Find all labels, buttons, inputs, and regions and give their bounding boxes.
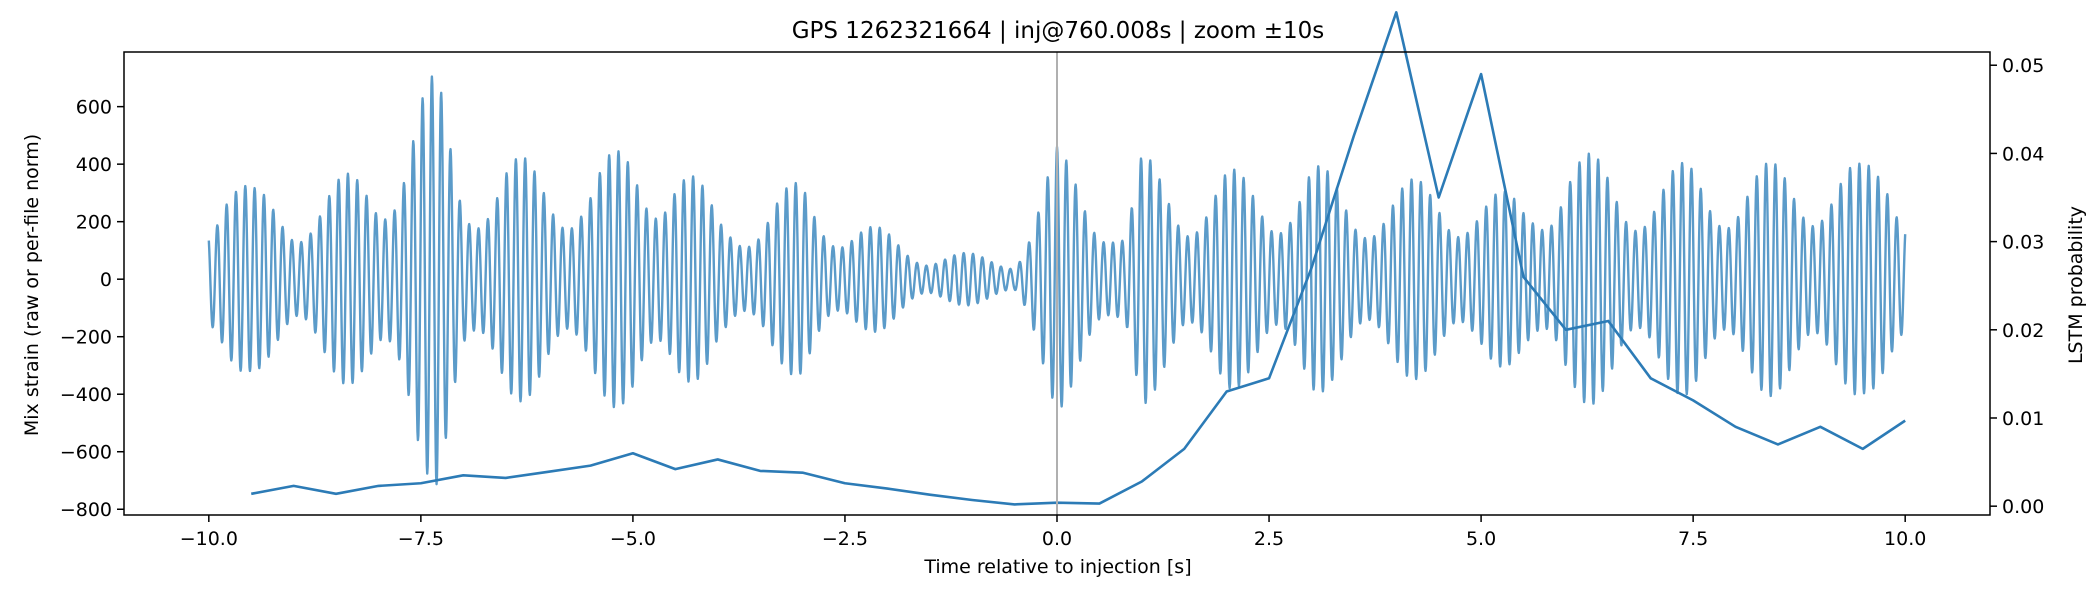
y-right-tick-label: 0.05 — [2002, 55, 2044, 77]
x-tick-label: 2.5 — [1254, 528, 1284, 550]
y-left-tick-label: 400 — [76, 154, 112, 176]
y-left-tick-label: −800 — [60, 499, 112, 521]
x-axis-label: Time relative to injection [s] — [923, 556, 1191, 578]
y-axis-left-label: Mix strain (raw or per-file norm) — [21, 134, 43, 436]
y-axis-left: −800 −600 −400 −200 0 200 400 600 — [60, 97, 124, 521]
x-tick-label: 10.0 — [1884, 528, 1926, 550]
y-right-tick-label: 0.02 — [2002, 320, 2044, 342]
y-right-tick-label: 0.01 — [2002, 408, 2044, 430]
y-left-tick-label: −400 — [60, 384, 112, 406]
chart-title: GPS 1262321664 | inj@760.008s | zoom ±10… — [792, 18, 1325, 44]
plot-area — [207, 11, 1907, 515]
x-tick-label: 5.0 — [1466, 528, 1496, 550]
x-tick-label: −2.5 — [822, 528, 868, 550]
x-tick-label: 0.0 — [1042, 528, 1072, 550]
y-right-tick-label: 0.04 — [2002, 143, 2044, 165]
y-left-tick-label: 0 — [100, 269, 112, 291]
y-right-tick-label: 0.00 — [2002, 496, 2044, 518]
x-tick-label: −5.0 — [610, 528, 656, 550]
x-tick-label: −10.0 — [180, 528, 238, 550]
y-left-tick-label: −200 — [60, 327, 112, 349]
y-axis-right-label: LSTM probability — [2065, 206, 2087, 364]
x-tick-label: −7.5 — [398, 528, 444, 550]
y-left-tick-label: −600 — [60, 442, 112, 464]
y-right-tick-label: 0.03 — [2002, 232, 2044, 254]
lstm-probability-series-line — [250, 11, 1906, 506]
x-axis: −10.0 −7.5 −5.0 −2.5 0.0 2.5 5.0 7.5 10.0 — [180, 515, 1926, 550]
y-left-tick-label: 200 — [76, 212, 112, 234]
y-left-tick-label: 600 — [76, 97, 112, 119]
y-axis-right: 0.00 0.01 0.02 0.03 0.04 0.05 — [1990, 55, 2044, 518]
x-tick-label: 7.5 — [1678, 528, 1708, 550]
